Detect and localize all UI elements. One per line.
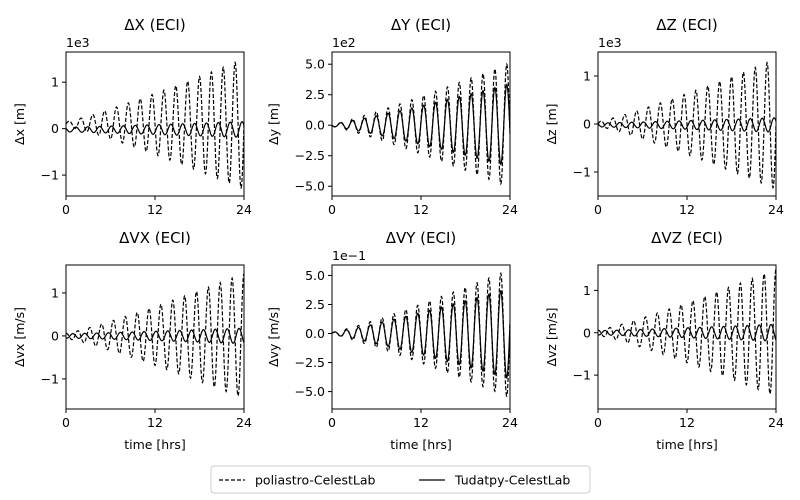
y-tick-label: −2.5 <box>295 355 325 370</box>
y-offset-text: 1e2 <box>332 35 356 50</box>
x-tick-label: 12 <box>413 202 429 217</box>
x-tick-label: 12 <box>147 415 163 430</box>
subplot-6: 0 12 24 −1 0 1 ΔVZ (ECI) Δvz [m/s] time [hrs] <box>544 229 784 452</box>
y-axis-label: Δvz [m/s] <box>544 307 559 366</box>
x-tick-label: 24 <box>768 202 784 217</box>
legend-label: Tudatpy-CelestLab <box>454 473 570 488</box>
y-tick-label: 0 <box>51 121 59 136</box>
y-offset-text: 1e3 <box>66 35 90 50</box>
subplot-3: 0 12 24 −1 0 1 ΔZ (ECI) Δz [m] 1e3 <box>544 16 784 217</box>
y-tick-label: 1 <box>583 69 591 84</box>
subplot-2: 0 12 24 −5.0 −2.5 0.0 2.5 5.0 ΔY (ECI) Δy [m] 1e2 <box>266 16 518 217</box>
x-tick-label: 0 <box>594 202 602 217</box>
y-tick-label: 5.0 <box>305 268 325 283</box>
x-tick-label: 12 <box>679 415 695 430</box>
legend-label: poliastro-CelestLab <box>255 473 375 488</box>
subplot-5: 0 12 24 −5.0 −2.5 0.0 2.5 5.0 ΔVY (ECI) Δvy [m/s]… <box>266 229 518 452</box>
y-tick-label: 5.0 <box>305 57 325 72</box>
subplot-4: 0 12 24 −1 0 1 ΔVX (ECI) Δvx [m/s] time [hrs] <box>12 229 252 452</box>
subplot-title: ΔVX (ECI) <box>119 229 191 247</box>
y-tick-label: −1 <box>573 165 591 180</box>
x-tick-label: 12 <box>679 202 695 217</box>
y-tick-label: 1 <box>51 285 59 300</box>
y-tick-label: 0 <box>583 325 591 340</box>
y-offset-text: 1e−1 <box>332 248 366 263</box>
y-tick-label: −1 <box>41 168 59 183</box>
y-tick-label: 1 <box>51 75 59 90</box>
y-axis-label: Δvx [m/s] <box>12 307 27 367</box>
y-axis-label: Δz [m] <box>544 103 559 144</box>
x-tick-label: 12 <box>413 415 429 430</box>
y-axis-label: Δvy [m/s] <box>266 307 281 367</box>
legend-box <box>210 465 591 494</box>
x-tick-label: 24 <box>502 202 518 217</box>
y-tick-label: 2.5 <box>305 297 325 312</box>
y-tick-label: −1 <box>41 371 59 386</box>
x-tick-label: 24 <box>502 415 518 430</box>
x-tick-label: 24 <box>768 415 784 430</box>
series-line-poliastro <box>598 61 776 190</box>
x-axis-label: time [hrs] <box>390 437 452 452</box>
y-tick-label: −2.5 <box>295 148 325 163</box>
y-tick-label: 0 <box>583 117 591 132</box>
x-tick-label: 12 <box>147 202 163 217</box>
series-line-tudatpy <box>66 121 244 138</box>
subplot-title: ΔY (ECI) <box>391 16 451 34</box>
y-axis-label: Δy [m] <box>266 103 281 145</box>
x-axis-label: time [hrs] <box>124 437 186 452</box>
subplot-title: ΔVY (ECI) <box>386 229 457 247</box>
x-tick-label: 0 <box>62 202 70 217</box>
subplot-title: ΔVZ (ECI) <box>651 229 723 247</box>
x-tick-label: 0 <box>594 415 602 430</box>
y-tick-label: −5.0 <box>295 384 325 399</box>
x-tick-label: 0 <box>328 202 336 217</box>
series-line-tudatpy <box>66 327 244 344</box>
series-line-poliastro <box>66 273 244 398</box>
x-tick-label: 24 <box>236 202 252 217</box>
subplot-title: ΔZ (ECI) <box>656 16 717 34</box>
y-tick-label: 0.0 <box>305 326 325 341</box>
y-tick-label: −1 <box>573 368 591 383</box>
x-tick-label: 24 <box>236 415 252 430</box>
subplot-title: ΔX (ECI) <box>124 16 185 34</box>
x-tick-label: 0 <box>328 415 336 430</box>
series-line-poliastro <box>598 268 776 396</box>
legend: poliastro-CelestLab Tudatpy-CelestLab <box>210 465 591 494</box>
series-line-tudatpy <box>598 117 776 133</box>
series-line-tudatpy <box>598 323 776 342</box>
y-tick-label: −5.0 <box>295 179 325 194</box>
y-tick-label: 0 <box>51 328 59 343</box>
x-axis-label: time [hrs] <box>656 437 718 452</box>
x-tick-label: 0 <box>62 415 70 430</box>
y-tick-label: 0.0 <box>305 118 325 133</box>
series-line-tudatpy <box>332 289 510 379</box>
series-line-poliastro <box>66 60 244 190</box>
series-line-tudatpy <box>332 83 510 166</box>
y-offset-text: 1e3 <box>598 35 622 50</box>
y-tick-label: 2.5 <box>305 87 325 102</box>
y-axis-label: Δx [m] <box>12 103 27 145</box>
subplot-1: 0 12 24 −1 0 1 ΔX (ECI) Δx [m] 1e3 <box>12 16 252 217</box>
y-tick-label: 1 <box>583 283 591 298</box>
